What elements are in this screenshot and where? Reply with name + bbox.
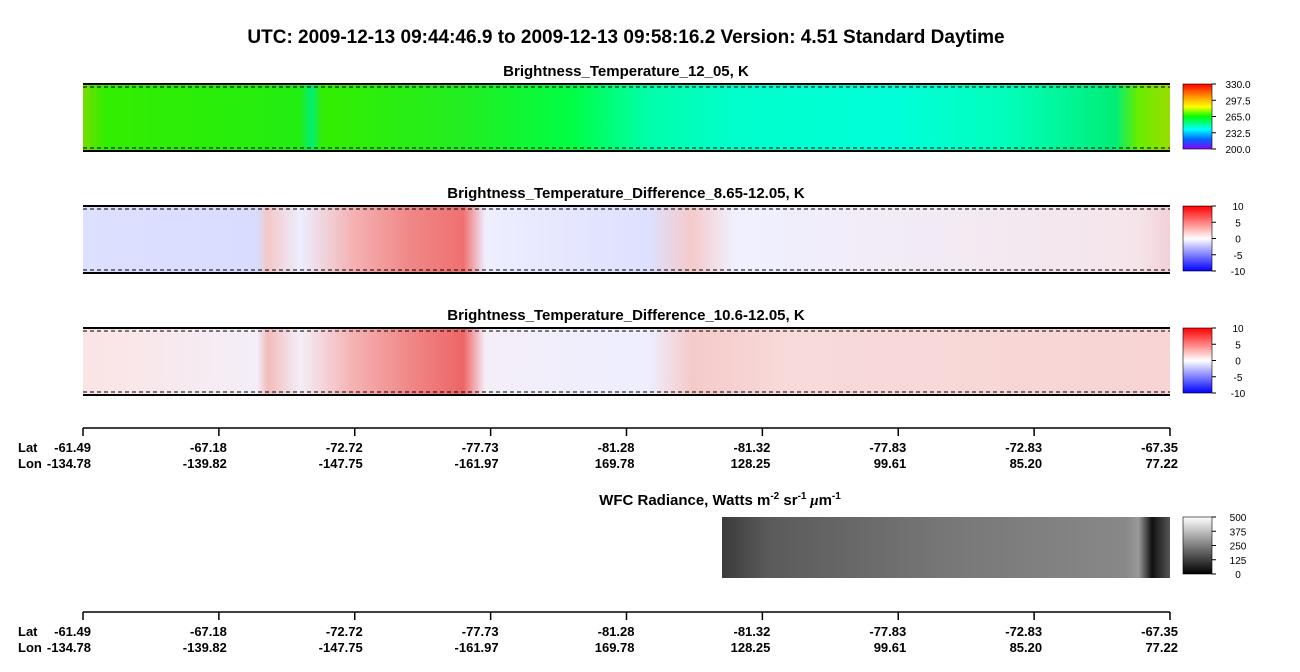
lat-tick-label: -67.18	[190, 624, 227, 639]
colorbar-tick-label: 232.5	[1225, 129, 1250, 140]
lat-tick-label: -77.83	[869, 440, 906, 455]
lat-axis-label: Lat	[18, 440, 38, 455]
colorbar-tick-label: 265.0	[1225, 113, 1250, 124]
lat-tick-label: -67.35	[1141, 440, 1178, 455]
colorbar-tick-label: 297.5	[1225, 96, 1250, 107]
colorbar-tick-label: 0	[1235, 570, 1241, 581]
title-part: WFC Radiance, Watts m	[599, 492, 770, 509]
lat-tick-label: -81.28	[598, 624, 635, 639]
lat-tick-label: -81.28	[598, 440, 635, 455]
lon-tick-label: -161.97	[455, 640, 499, 655]
colorbar-tick-label: -10	[1231, 267, 1246, 278]
lon-tick-label: -134.78	[47, 456, 91, 471]
lon-tick-label: -147.75	[319, 456, 363, 471]
panel-image	[83, 328, 1170, 395]
lon-tick-label: -139.82	[183, 640, 227, 655]
lat-tick-label: -77.73	[462, 440, 499, 455]
lon-axis-label: Lon	[18, 640, 42, 655]
panel-image	[83, 206, 1170, 273]
colorbar-tick-label: 0	[1235, 235, 1241, 246]
colorbar-tick-label: 10	[1232, 324, 1244, 335]
lon-tick-label: -139.82	[183, 456, 227, 471]
lat-tick-label: -67.35	[1141, 624, 1178, 639]
lat-tick-label: -61.49	[54, 624, 91, 639]
lat-tick-label: -72.72	[326, 624, 363, 639]
lon-tick-label: 99.61	[874, 456, 907, 471]
panel-title: Brightness_Temperature_Difference_8.65-1…	[447, 185, 805, 202]
lon-axis-label: Lon	[18, 456, 42, 471]
lat-tick-label: -67.18	[190, 440, 227, 455]
colorbar-tick-label: 125	[1230, 556, 1247, 567]
colorbar-tick-label: -5	[1234, 251, 1243, 262]
lon-tick-label: -161.97	[455, 456, 499, 471]
lon-tick-label: 169.78	[595, 456, 635, 471]
lat-tick-label: -81.32	[734, 440, 771, 455]
lat-tick-label: -77.83	[869, 624, 906, 639]
lon-tick-label: 77.22	[1145, 456, 1178, 471]
title-part: sr	[779, 492, 798, 509]
lat-tick-label: -72.83	[1005, 440, 1042, 455]
lat-tick-label: -61.49	[54, 440, 91, 455]
colorbar	[1182, 83, 1213, 150]
wfc-image	[722, 517, 1170, 578]
lat-tick-label: -72.72	[326, 440, 363, 455]
lon-tick-label: 169.78	[595, 640, 635, 655]
colorbar	[1182, 516, 1213, 575]
colorbar-tick-label: 375	[1230, 527, 1247, 538]
title-sup: -1	[832, 491, 841, 502]
title-part: m	[819, 492, 832, 509]
lat-axis-label: Lat	[18, 624, 38, 639]
lon-tick-label: -134.78	[47, 640, 91, 655]
colorbar-tick-label: 330.0	[1225, 80, 1250, 91]
panel-image	[83, 84, 1170, 151]
lat-tick-label: -81.32	[734, 624, 771, 639]
lon-tick-label: 99.61	[874, 640, 907, 655]
panel-title: Brightness_Temperature_12_05, K	[503, 63, 749, 80]
colorbar-tick-label: 200.0	[1225, 145, 1250, 156]
colorbar	[1182, 327, 1213, 394]
wfc-title: WFC Radiance, Watts m-2 sr-1 μm-1	[599, 491, 841, 509]
lon-tick-label: 85.20	[1010, 640, 1043, 655]
lat-tick-label: -77.73	[462, 624, 499, 639]
colorbar-tick-label: 5	[1235, 218, 1241, 229]
colorbar-tick-label: 10	[1232, 202, 1244, 213]
colorbar-tick-label: 250	[1230, 542, 1247, 553]
colorbar-tick-label: -10	[1231, 389, 1246, 400]
colorbar-tick-label: 5	[1235, 340, 1241, 351]
title: UTC: 2009-12-13 09:44:46.9 to 2009-12-13…	[247, 27, 1004, 48]
lon-tick-label: 77.22	[1145, 640, 1178, 655]
lon-tick-label: 128.25	[731, 456, 771, 471]
colorbar-tick-label: 0	[1235, 357, 1241, 368]
colorbar-tick-label: -5	[1234, 373, 1243, 384]
colorbar-tick-label: 500	[1230, 513, 1247, 524]
lat-tick-label: -72.83	[1005, 624, 1042, 639]
title-sup: -2	[770, 491, 779, 502]
lon-tick-label: 128.25	[731, 640, 771, 655]
lon-tick-label: -147.75	[319, 640, 363, 655]
title-sup: -1	[798, 491, 807, 502]
lon-tick-label: 85.20	[1010, 456, 1043, 471]
panel-title: Brightness_Temperature_Difference_10.6-1…	[447, 307, 805, 324]
title-part: μ	[806, 493, 818, 509]
colorbar	[1182, 205, 1213, 272]
